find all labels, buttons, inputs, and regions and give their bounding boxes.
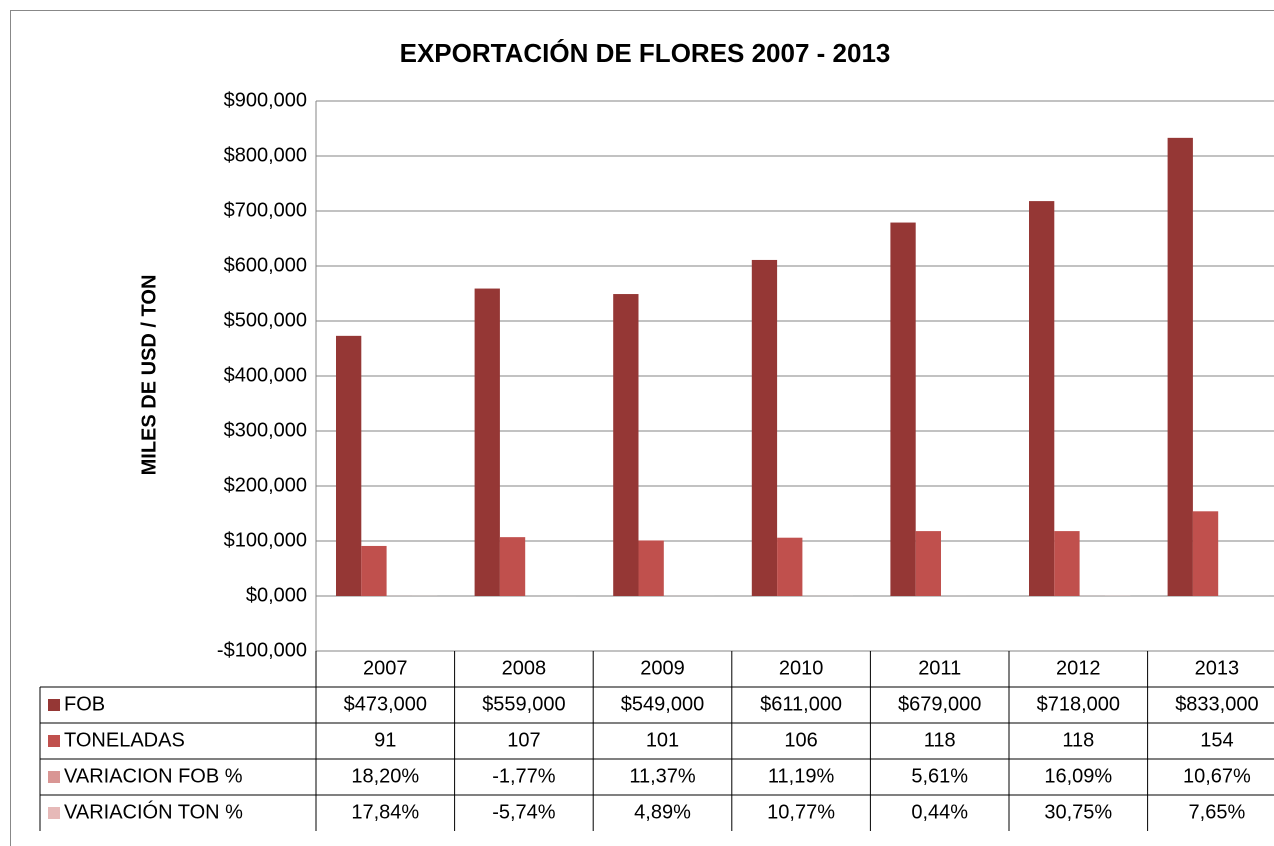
table-cell: $679,000 bbox=[898, 693, 981, 715]
bar bbox=[474, 288, 500, 596]
bar bbox=[751, 259, 778, 596]
bar bbox=[890, 222, 916, 597]
chart-frame bbox=[10, 10, 1274, 846]
table-cell: $549,000 bbox=[621, 693, 704, 715]
table-cell: 16,09% bbox=[1044, 765, 1112, 787]
table-cell: 17,84% bbox=[351, 801, 419, 823]
table-cell: $718,000 bbox=[1037, 693, 1120, 715]
bar bbox=[361, 545, 387, 596]
table-cell: 154 bbox=[1200, 729, 1233, 751]
x-tick-label: 2009 bbox=[640, 657, 685, 679]
y-tick-label: $300,000 bbox=[224, 419, 307, 441]
table-cell: 118 bbox=[924, 729, 956, 751]
y-axis-label: MILES DE USD / TON bbox=[138, 275, 160, 476]
table-cell: 118 bbox=[1062, 729, 1094, 751]
table-cell: 18,20% bbox=[351, 765, 419, 787]
bar bbox=[613, 294, 639, 596]
chart-title: EXPORTACIÓN DE FLORES 2007 - 2013 bbox=[400, 38, 891, 68]
y-tick-label: $100,000 bbox=[224, 529, 307, 551]
bar bbox=[499, 537, 526, 596]
table-cell: $611,000 bbox=[760, 693, 842, 715]
x-tick-label: 2013 bbox=[1195, 657, 1240, 679]
y-tick-label: $400,000 bbox=[224, 364, 307, 386]
legend-key bbox=[48, 699, 60, 711]
y-tick-label: $200,000 bbox=[224, 474, 307, 496]
table-cell: $833,000 bbox=[1175, 693, 1258, 715]
bar bbox=[1054, 531, 1080, 596]
table-cell: 101 bbox=[646, 729, 679, 751]
table-cell: 7,65% bbox=[1189, 801, 1246, 823]
y-tick-label: $600,000 bbox=[224, 254, 307, 276]
legend-key bbox=[48, 735, 60, 747]
table-cell: 5,61% bbox=[911, 765, 968, 787]
table-cell: 30,75% bbox=[1044, 801, 1112, 823]
y-tick-label: $500,000 bbox=[224, 309, 307, 331]
table-cell: -1,77% bbox=[492, 765, 556, 787]
bar bbox=[1192, 511, 1219, 596]
x-tick-label: 2012 bbox=[1056, 657, 1101, 679]
table-cell: $559,000 bbox=[482, 693, 565, 715]
legend-label: TONELADAS bbox=[64, 729, 185, 751]
bar bbox=[1029, 201, 1055, 596]
bar bbox=[915, 531, 941, 596]
legend-key bbox=[48, 807, 60, 819]
legend-label: FOB bbox=[64, 693, 105, 715]
bar bbox=[336, 335, 362, 596]
x-tick-label: 2011 bbox=[918, 657, 961, 679]
legend-label: VARIACION FOB % bbox=[64, 765, 243, 787]
table-cell: 11,37% bbox=[629, 765, 696, 787]
y-tick-label: $800,000 bbox=[224, 144, 307, 166]
table-cell: 10,67% bbox=[1183, 765, 1251, 787]
y-tick-label: -$100,000 bbox=[217, 639, 307, 661]
table-cell: 0,44% bbox=[911, 801, 968, 823]
table-cell: 91 bbox=[374, 729, 396, 751]
x-tick-label: 2007 bbox=[363, 657, 408, 679]
x-tick-label: 2010 bbox=[779, 657, 824, 679]
table-cell: 10,77% bbox=[767, 801, 835, 823]
table-cell: 11,19% bbox=[768, 765, 835, 787]
legend-key bbox=[48, 771, 60, 783]
bar bbox=[638, 540, 664, 596]
bar bbox=[777, 537, 803, 596]
bar bbox=[1167, 137, 1193, 596]
y-tick-label: $700,000 bbox=[224, 199, 307, 221]
table-cell: 4,89% bbox=[634, 801, 691, 823]
table-cell: 107 bbox=[507, 729, 540, 751]
legend-label: VARIACIÓN TON % bbox=[64, 800, 243, 823]
table-cell: 106 bbox=[784, 729, 817, 751]
y-tick-label: $900,000 bbox=[224, 89, 307, 111]
table-cell: -5,74% bbox=[492, 801, 556, 823]
table-cell: $473,000 bbox=[344, 693, 427, 715]
x-tick-label: 2008 bbox=[502, 657, 547, 679]
y-tick-label: $0,000 bbox=[246, 584, 307, 606]
